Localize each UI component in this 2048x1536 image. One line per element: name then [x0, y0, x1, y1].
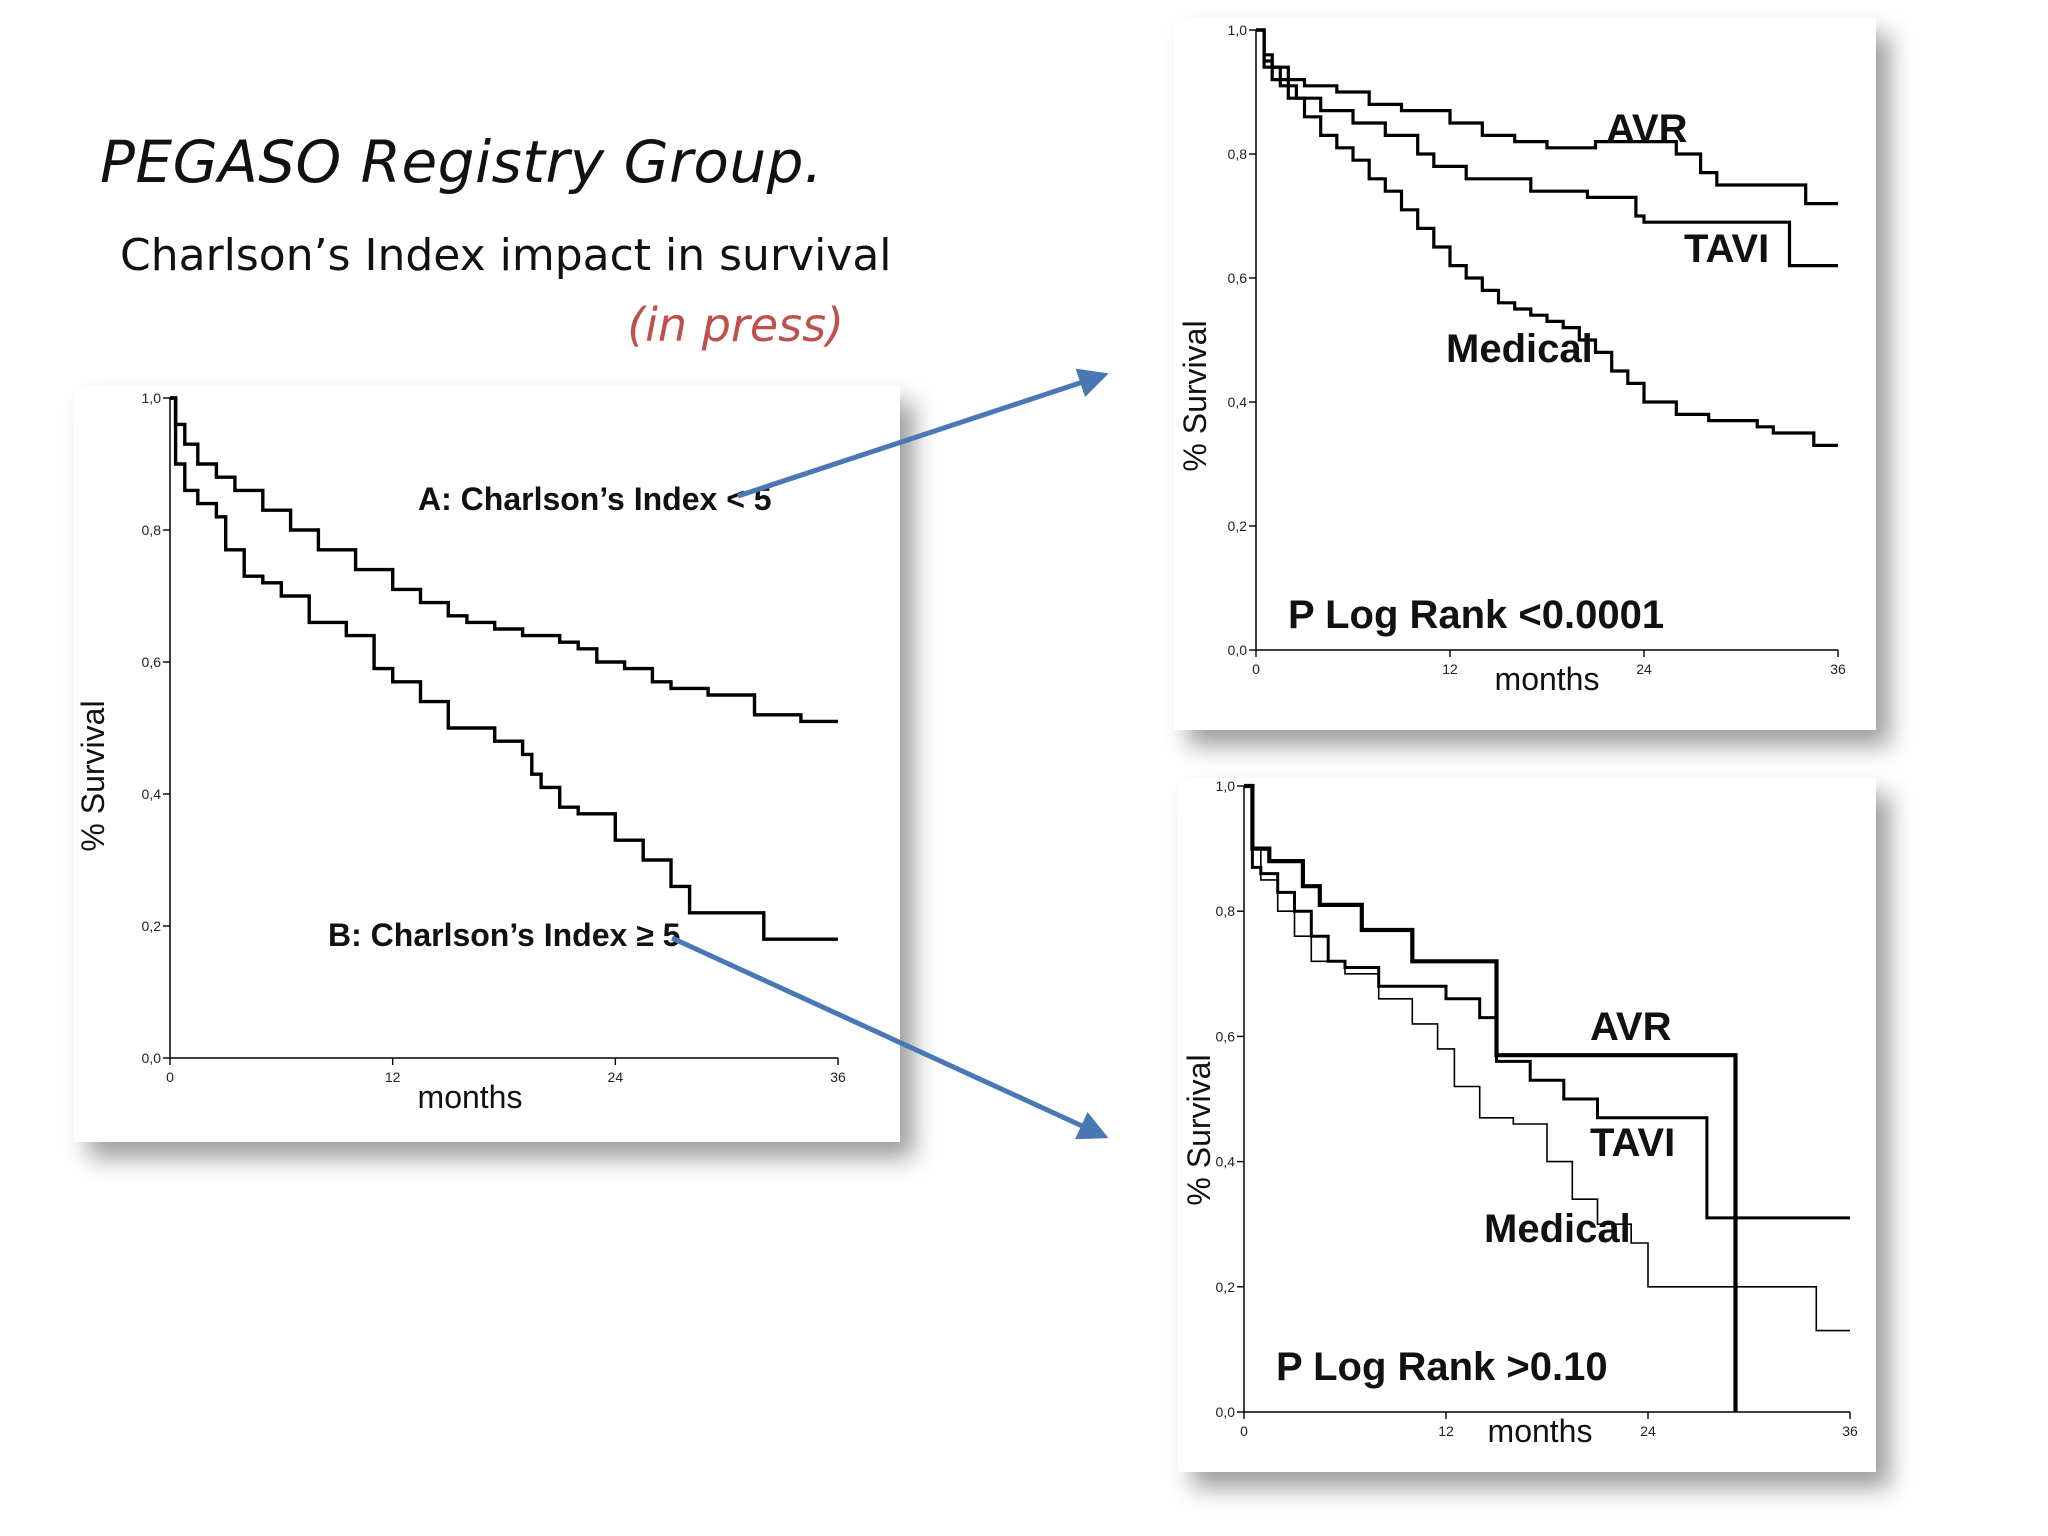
y-tick-label: 0,0: [142, 1050, 162, 1066]
y-tick-label: 0,2: [1216, 1279, 1236, 1295]
x-axis-label: months: [1495, 661, 1600, 697]
y-tick-label: 0,2: [1228, 518, 1248, 534]
chart-panel-charlson: 0,0 0,2 0,4 0,6 0,8 1,0 0 12 24 36 A: Charlson’s…: [74, 386, 900, 1142]
series-label-medical: Medical: [1446, 327, 1593, 371]
y-tick-label: 1,0: [1216, 778, 1236, 794]
x-tick-label: 0: [1240, 1423, 1248, 1439]
x-tick-label: 12: [385, 1069, 401, 1085]
y-axis-label: % Survival: [75, 700, 111, 851]
survival-chart-charlson: 0,0 0,2 0,4 0,6 0,8 1,0 0 12 24 36 A: Charlson’s…: [75, 390, 846, 1115]
series-label-b: B: Charlson’s Index ≥ 5: [328, 917, 680, 953]
chart-panel-low-charlson: 0,0 0,2 0,4 0,6 0,8 1,0 0 12 24 36 AVR TAVI Medi…: [1174, 18, 1876, 730]
survival-curve-avr: [1244, 783, 1738, 1412]
series-label-tavi: TAVI: [1590, 1121, 1675, 1165]
chart-panel-high-charlson: 0,0 0,2 0,4 0,6 0,8 1,0 0 12 24 36 AVR TAVI Medi…: [1178, 778, 1876, 1472]
x-tick-label: 12: [1442, 661, 1458, 677]
series-label-avr: AVR: [1590, 1005, 1672, 1049]
survival-curve-tavi: [1256, 28, 1838, 268]
x-tick-label: 36: [830, 1069, 846, 1085]
y-tick-label: 0,8: [142, 522, 162, 538]
x-axis-label: months: [418, 1079, 523, 1115]
series-label-tavi: TAVI: [1684, 227, 1769, 271]
y-tick-label: 0,4: [1216, 1154, 1236, 1170]
survival-curve-a-charlson-s-index-5: [170, 396, 838, 724]
y-tick-label: 0,8: [1216, 903, 1236, 919]
y-tick-label: 0,6: [1228, 270, 1248, 286]
x-tick-label: 0: [1252, 661, 1260, 677]
y-tick-label: 1,0: [1228, 22, 1248, 38]
x-tick-label: 24: [1636, 661, 1652, 677]
series-label-medical: Medical: [1484, 1207, 1631, 1251]
survival-curve-avr: [1256, 28, 1838, 206]
y-tick-label: 1,0: [142, 390, 162, 406]
y-tick-label: 0,0: [1216, 1404, 1236, 1420]
x-tick-label: 12: [1438, 1423, 1454, 1439]
y-tick-label: 0,4: [1228, 394, 1248, 410]
slide-subtitle: Charlson’s Index impact in survival: [120, 230, 892, 281]
survival-chart-low-charlson: 0,0 0,2 0,4 0,6 0,8 1,0 0 12 24 36 AVR TAVI Medi…: [1177, 22, 1846, 697]
y-tick-label: 0,2: [142, 918, 162, 934]
survival-chart-high-charlson: 0,0 0,2 0,4 0,6 0,8 1,0 0 12 24 36 AVR TAVI Medi…: [1181, 778, 1858, 1449]
x-tick-label: 24: [1640, 1423, 1656, 1439]
x-tick-label: 36: [1842, 1423, 1858, 1439]
y-tick-label: 0,8: [1228, 146, 1248, 162]
series-label-avr: AVR: [1606, 107, 1688, 151]
y-tick-label: 0,6: [142, 654, 162, 670]
y-axis-label: % Survival: [1177, 320, 1213, 471]
slide-title: PEGASO Registry Group.: [100, 128, 823, 196]
y-tick-label: 0,0: [1228, 642, 1248, 658]
x-tick-label: 24: [608, 1069, 624, 1085]
log-rank-annotation: P Log Rank >0.10: [1276, 1345, 1608, 1389]
y-tick-label: 0,6: [1216, 1028, 1236, 1044]
y-tick-label: 0,4: [142, 786, 162, 802]
x-axis-label: months: [1488, 1413, 1593, 1449]
x-tick-label: 36: [1830, 661, 1846, 677]
series-label-a: A: Charlson’s Index < 5: [418, 481, 772, 517]
survival-curve-medical: [1256, 28, 1838, 447]
in-press-note: (in press): [627, 298, 844, 352]
log-rank-annotation: P Log Rank <0.0001: [1288, 593, 1664, 637]
survival-curve-medical: [1244, 785, 1850, 1332]
x-tick-label: 0: [166, 1069, 174, 1085]
y-axis-label: % Survival: [1181, 1054, 1217, 1205]
survival-curve-b-charlson-s-index-5: [170, 396, 838, 941]
